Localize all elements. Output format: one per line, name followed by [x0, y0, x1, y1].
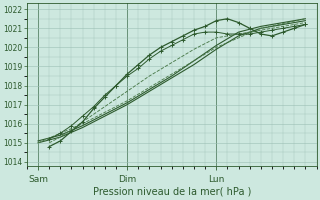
X-axis label: Pression niveau de la mer( hPa ): Pression niveau de la mer( hPa )	[92, 187, 251, 197]
